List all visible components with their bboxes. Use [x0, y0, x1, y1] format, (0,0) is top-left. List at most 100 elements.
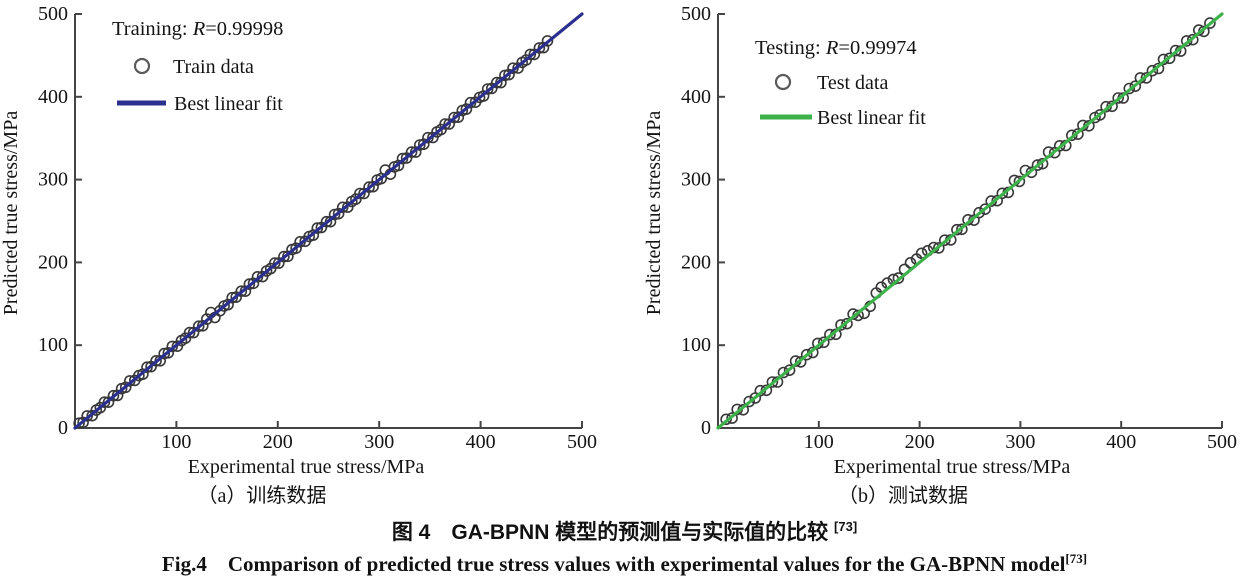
figure-caption-zh-text: 图 4 GA-BPNN 模型的预测值与实际值的比较 — [391, 521, 835, 544]
data-point — [396, 152, 409, 165]
data-point — [243, 278, 256, 290]
x-tick-label: 100 — [161, 431, 191, 453]
y-tick-label: 300 — [681, 169, 711, 191]
data-point — [141, 361, 153, 374]
data-point — [499, 69, 511, 82]
data-point — [363, 181, 375, 193]
panel-b-plot-area: 100 200 300 400 500 0 100 200 300 400 500 — [681, 3, 1237, 453]
data-point — [892, 272, 905, 284]
y-tick-label: 200 — [681, 251, 711, 273]
x-tick-label: 500 — [567, 431, 597, 453]
x-tick-label: 300 — [364, 431, 394, 453]
data-point — [979, 203, 991, 215]
data-point — [1025, 166, 1038, 179]
test-data-marker-icon — [774, 73, 792, 91]
x-tick-label: 200 — [905, 431, 935, 453]
data-point — [183, 326, 196, 339]
data-point — [743, 395, 756, 408]
figure-caption-en-text: Fig.4 Comparison of predicted true stres… — [161, 552, 1066, 576]
panel-b-title-prefix: Testing: — [755, 37, 826, 59]
data-point — [98, 396, 111, 409]
figure-caption-zh: 图 4 GA-BPNN 模型的预测值与实际值的比较 [73] — [0, 516, 1249, 546]
data-point — [541, 35, 554, 47]
figure-caption-zh-ref: [73] — [834, 519, 858, 534]
data-point — [1072, 128, 1084, 140]
x-tick-label: 500 — [1207, 431, 1237, 453]
data-point — [824, 328, 836, 341]
data-point — [1204, 17, 1216, 29]
best-fit-line — [73, 12, 584, 430]
data-point — [158, 347, 170, 360]
panel-b-title: Testing: R=0.99974 — [755, 37, 917, 59]
data-point — [800, 348, 813, 361]
y-tick-label: 400 — [38, 86, 68, 108]
panel-a-title-prefix: Training: — [112, 18, 193, 40]
panel-a-xlabel: Experimental true stress/MPa — [188, 456, 425, 478]
data-point — [1013, 175, 1026, 188]
data-point — [956, 223, 968, 236]
y-tick-label: 500 — [681, 3, 711, 25]
y-tick-label: 300 — [38, 169, 68, 191]
data-point — [1053, 140, 1066, 152]
x-tick-label: 300 — [1005, 431, 1035, 453]
panel-b-ylabel: Predicted true stress/MPa — [643, 111, 665, 316]
x-tick-label: 200 — [263, 431, 293, 453]
data-point — [235, 285, 248, 298]
data-point — [996, 187, 1009, 200]
y-tick-label: 0 — [701, 417, 711, 439]
data-point — [490, 76, 503, 89]
dual-scatter-plot-canvas: 100 200 300 400 500 0 100 200 300 400 500 100 200 30… — [0, 3, 1237, 507]
y-tick-label: 200 — [38, 251, 68, 273]
x-tick-label: 400 — [1106, 431, 1136, 453]
panel-b-legend-fit-label: Best linear fit — [817, 107, 926, 129]
panel-a-plot-area: 100 200 300 400 500 0 100 200 300 400 500 — [38, 3, 597, 453]
data-point — [973, 206, 985, 219]
figure-caption-en-ref: [73] — [1065, 551, 1088, 566]
data-point — [1123, 82, 1136, 95]
data-point — [1187, 33, 1199, 46]
y-tick-label: 100 — [38, 334, 68, 356]
data-point — [1031, 159, 1044, 171]
panel-a-legend-train-label: Train data — [173, 56, 254, 78]
y-tick-label: 400 — [681, 86, 711, 108]
y-tick-label: 100 — [681, 334, 711, 356]
data-point — [915, 247, 928, 260]
panel-a-r-symbol: R — [192, 18, 206, 40]
data-point — [192, 320, 205, 333]
y-tick-label: 0 — [58, 417, 68, 439]
data-point — [1129, 80, 1142, 92]
data-point — [1146, 64, 1159, 77]
panel-b-r-symbol: R — [825, 37, 839, 59]
data-point — [533, 42, 546, 54]
data-point — [226, 291, 238, 304]
best-fit-line — [716, 12, 1224, 430]
data-point — [1112, 92, 1124, 104]
data-point — [268, 257, 281, 269]
y-tick-label: 500 — [38, 3, 68, 25]
data-point — [354, 187, 366, 200]
data-point — [726, 412, 738, 424]
data-point — [107, 389, 120, 402]
x-tick-label: 400 — [466, 431, 496, 453]
data-point — [1163, 52, 1176, 65]
panel-b-xlabel: Experimental true stress/MPa — [834, 456, 1071, 478]
data-point — [524, 48, 537, 61]
data-point — [1106, 100, 1118, 113]
data-point — [481, 83, 494, 95]
data-point — [766, 376, 779, 388]
data-point — [783, 364, 796, 377]
train-data-marker-icon — [133, 57, 151, 75]
data-point — [841, 317, 853, 330]
data-point — [150, 354, 162, 367]
x-tick-label: 100 — [804, 431, 834, 453]
data-point — [932, 242, 945, 254]
panel-b-subcaption: （b）测试数据 — [838, 484, 968, 507]
data-point — [794, 356, 807, 368]
data-point — [278, 250, 290, 263]
data-point — [405, 146, 418, 158]
panel-a-r-value: =0.99998 — [205, 18, 283, 40]
figure-caption-en: Fig.4 Comparison of predicted true stres… — [0, 551, 1249, 577]
data-point — [320, 215, 333, 228]
data-point — [938, 234, 951, 246]
